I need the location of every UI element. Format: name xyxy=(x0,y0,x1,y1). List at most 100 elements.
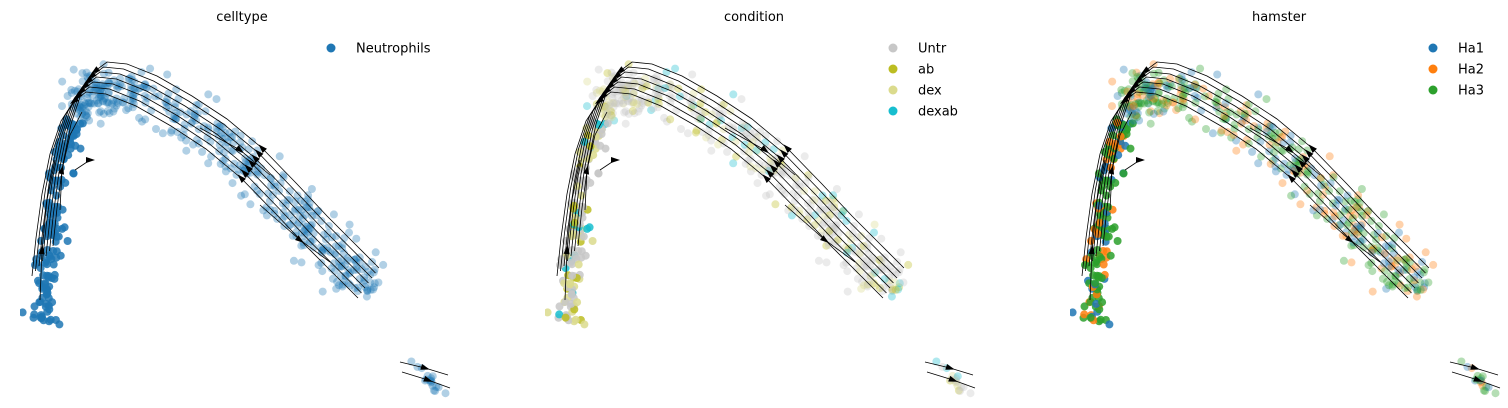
cell-point xyxy=(1149,69,1158,78)
cell-point xyxy=(891,278,900,287)
cell-point xyxy=(771,200,780,209)
cell-point xyxy=(1353,203,1362,212)
cell-point xyxy=(146,64,155,73)
cell-point xyxy=(318,267,327,276)
cell-point xyxy=(592,88,601,97)
cell-point xyxy=(610,98,619,107)
cell-point xyxy=(1145,108,1154,117)
cell-point xyxy=(371,248,380,257)
cell-point xyxy=(966,389,975,398)
cell-point xyxy=(1265,122,1274,131)
cell-point xyxy=(304,195,312,204)
cell-point xyxy=(1110,223,1119,232)
cell-point xyxy=(794,180,803,189)
cell-point xyxy=(1356,237,1365,246)
cell-point xyxy=(1318,190,1327,199)
cell-point xyxy=(85,116,94,125)
cell-point xyxy=(764,162,773,171)
velocity-arrowhead xyxy=(1285,145,1294,154)
cell-point xyxy=(81,107,90,116)
cell-point xyxy=(78,69,87,78)
cell-point xyxy=(1133,109,1142,118)
cell-point xyxy=(279,208,288,217)
cell-point xyxy=(1388,280,1397,289)
velocity-arrowhead xyxy=(766,169,775,178)
cell-point xyxy=(265,197,274,205)
velocity-streamline xyxy=(556,91,884,299)
hamster-scatter-points xyxy=(1070,60,1500,398)
cell-point xyxy=(1196,64,1205,73)
cell-point xyxy=(696,114,705,123)
cell-point xyxy=(1421,248,1430,257)
cell-point xyxy=(691,128,700,137)
cell-point xyxy=(1188,117,1196,126)
cell-point xyxy=(346,268,355,277)
cell-point xyxy=(1091,258,1100,267)
velocity-arrowhead xyxy=(773,159,782,168)
cell-point xyxy=(865,277,874,286)
cell-point xyxy=(662,68,671,77)
legend-label-dexab: dexab xyxy=(918,105,958,120)
cell-point xyxy=(1221,115,1230,124)
cell-point xyxy=(103,82,112,91)
cell-point xyxy=(866,272,875,281)
cell-point xyxy=(1137,99,1146,108)
cell-point xyxy=(894,268,903,277)
cell-point xyxy=(337,262,346,271)
cell-point xyxy=(46,315,55,324)
cell-point xyxy=(345,220,354,229)
cell-point xyxy=(869,266,878,275)
cell-point xyxy=(306,223,315,232)
hamster-panel-title: hamster xyxy=(1252,10,1307,25)
cell-point xyxy=(1154,78,1163,87)
velocity-streamline xyxy=(45,71,373,279)
cell-point xyxy=(269,180,278,189)
velocity-streamline xyxy=(52,61,380,269)
cell-point xyxy=(1402,234,1411,243)
cell-point xyxy=(759,165,768,174)
cell-point xyxy=(329,210,338,219)
cell-point xyxy=(855,259,863,268)
cell-point xyxy=(351,284,359,293)
cell-point xyxy=(338,280,347,289)
cell-point xyxy=(674,84,683,93)
cell-point xyxy=(67,85,76,94)
cell-point xyxy=(82,68,91,77)
cell-point xyxy=(824,241,833,250)
cell-point xyxy=(198,147,207,156)
cell-point xyxy=(753,179,762,188)
cell-point xyxy=(335,281,343,290)
cell-point xyxy=(280,212,289,221)
cell-point xyxy=(827,222,836,231)
cell-point xyxy=(313,207,322,216)
cell-point xyxy=(1113,92,1122,100)
cell-point xyxy=(318,287,327,296)
cell-point xyxy=(1395,269,1404,278)
cell-point xyxy=(871,281,880,290)
cell-point xyxy=(895,279,904,288)
cell-point xyxy=(1148,80,1157,89)
cell-point xyxy=(588,92,597,100)
cell-point xyxy=(43,246,52,254)
cell-point xyxy=(843,267,852,276)
cell-point xyxy=(1128,104,1137,113)
velocity-arrowhead xyxy=(1298,159,1307,168)
cell-point xyxy=(1262,124,1271,133)
cell-point xyxy=(141,115,150,124)
legend-label-neutrophils: Neutrophils xyxy=(356,42,431,57)
cell-point xyxy=(1098,298,1107,307)
cell-point xyxy=(171,115,180,124)
cell-point xyxy=(1271,142,1280,151)
cell-point xyxy=(96,88,105,97)
cell-point xyxy=(1298,137,1307,146)
cell-point xyxy=(226,164,235,173)
cell-point xyxy=(207,152,216,161)
cell-point xyxy=(1172,106,1181,115)
cell-point xyxy=(1142,96,1151,105)
cell-point xyxy=(69,65,78,74)
cell-point xyxy=(1391,261,1400,270)
cell-point xyxy=(746,154,755,163)
cell-point xyxy=(1369,244,1378,253)
cell-point xyxy=(887,292,896,301)
velocity-arrowhead xyxy=(244,164,253,173)
